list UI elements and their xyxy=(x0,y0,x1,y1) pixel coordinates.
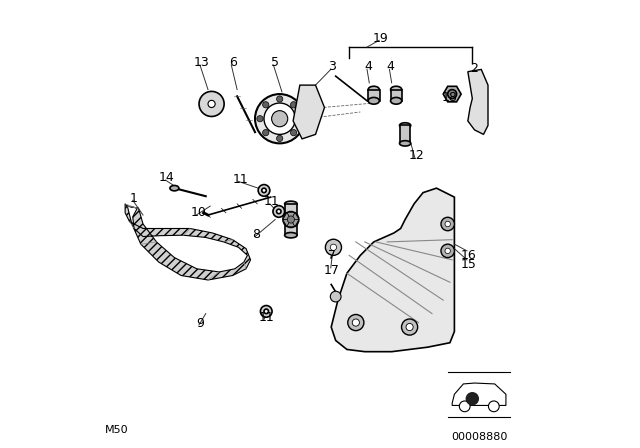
Polygon shape xyxy=(369,90,380,101)
Circle shape xyxy=(445,221,451,227)
Circle shape xyxy=(262,102,269,108)
Text: 9: 9 xyxy=(196,317,204,330)
Polygon shape xyxy=(293,85,324,139)
Text: 15: 15 xyxy=(461,258,477,271)
Circle shape xyxy=(401,319,418,335)
Circle shape xyxy=(276,135,283,142)
Polygon shape xyxy=(125,204,251,280)
Text: 5: 5 xyxy=(271,56,279,69)
Ellipse shape xyxy=(285,201,297,207)
Circle shape xyxy=(406,323,413,331)
Circle shape xyxy=(348,314,364,331)
Circle shape xyxy=(441,217,454,231)
Text: 14: 14 xyxy=(159,171,175,185)
Circle shape xyxy=(264,103,296,134)
Ellipse shape xyxy=(368,86,380,93)
Circle shape xyxy=(264,309,269,314)
Circle shape xyxy=(208,100,215,108)
Circle shape xyxy=(445,248,451,254)
Polygon shape xyxy=(291,212,299,220)
Circle shape xyxy=(262,129,269,136)
Text: 1: 1 xyxy=(130,191,138,205)
Polygon shape xyxy=(287,220,295,227)
Polygon shape xyxy=(287,212,295,220)
Circle shape xyxy=(260,306,272,317)
Text: 12: 12 xyxy=(408,149,424,163)
Circle shape xyxy=(271,111,288,127)
Circle shape xyxy=(273,206,285,217)
Ellipse shape xyxy=(390,98,402,104)
Circle shape xyxy=(262,188,266,193)
Ellipse shape xyxy=(368,98,380,104)
Circle shape xyxy=(291,129,297,136)
Polygon shape xyxy=(332,188,454,352)
Text: 17: 17 xyxy=(324,263,340,277)
Text: 4: 4 xyxy=(387,60,395,73)
Text: 6: 6 xyxy=(228,56,237,69)
Polygon shape xyxy=(283,220,291,227)
Polygon shape xyxy=(283,212,291,220)
Text: M50: M50 xyxy=(105,425,129,435)
Text: 8: 8 xyxy=(252,228,260,241)
Text: 2: 2 xyxy=(470,61,479,75)
Text: 3: 3 xyxy=(328,60,336,73)
Circle shape xyxy=(488,401,499,412)
Polygon shape xyxy=(391,90,402,101)
Text: 18: 18 xyxy=(442,90,458,104)
Polygon shape xyxy=(468,69,488,134)
Ellipse shape xyxy=(285,233,297,238)
Circle shape xyxy=(448,90,457,99)
Circle shape xyxy=(330,291,341,302)
Polygon shape xyxy=(443,86,461,102)
Circle shape xyxy=(291,102,297,108)
Circle shape xyxy=(460,401,470,412)
Circle shape xyxy=(352,319,360,326)
Circle shape xyxy=(287,216,294,223)
Circle shape xyxy=(296,116,303,122)
Polygon shape xyxy=(400,125,410,143)
Polygon shape xyxy=(285,204,297,235)
Polygon shape xyxy=(452,383,506,405)
Ellipse shape xyxy=(399,141,411,146)
Circle shape xyxy=(465,392,479,405)
Ellipse shape xyxy=(170,185,179,191)
Circle shape xyxy=(199,91,224,116)
Text: 11: 11 xyxy=(259,310,274,324)
Text: 10: 10 xyxy=(190,206,206,220)
Text: 00008880: 00008880 xyxy=(451,432,508,442)
Polygon shape xyxy=(291,220,299,227)
Circle shape xyxy=(325,239,342,255)
Text: 11: 11 xyxy=(232,172,248,186)
Circle shape xyxy=(330,244,337,250)
Circle shape xyxy=(258,185,270,196)
Text: 19: 19 xyxy=(373,31,389,45)
Text: 11: 11 xyxy=(264,195,280,208)
Ellipse shape xyxy=(399,123,411,128)
Circle shape xyxy=(441,244,454,258)
Text: 13: 13 xyxy=(193,56,209,69)
Ellipse shape xyxy=(390,86,402,93)
Text: 4: 4 xyxy=(364,60,372,73)
Circle shape xyxy=(276,96,283,102)
Text: 16: 16 xyxy=(461,249,477,262)
Text: 7: 7 xyxy=(328,249,336,262)
Circle shape xyxy=(255,94,305,143)
Circle shape xyxy=(257,116,263,122)
Circle shape xyxy=(276,209,281,214)
